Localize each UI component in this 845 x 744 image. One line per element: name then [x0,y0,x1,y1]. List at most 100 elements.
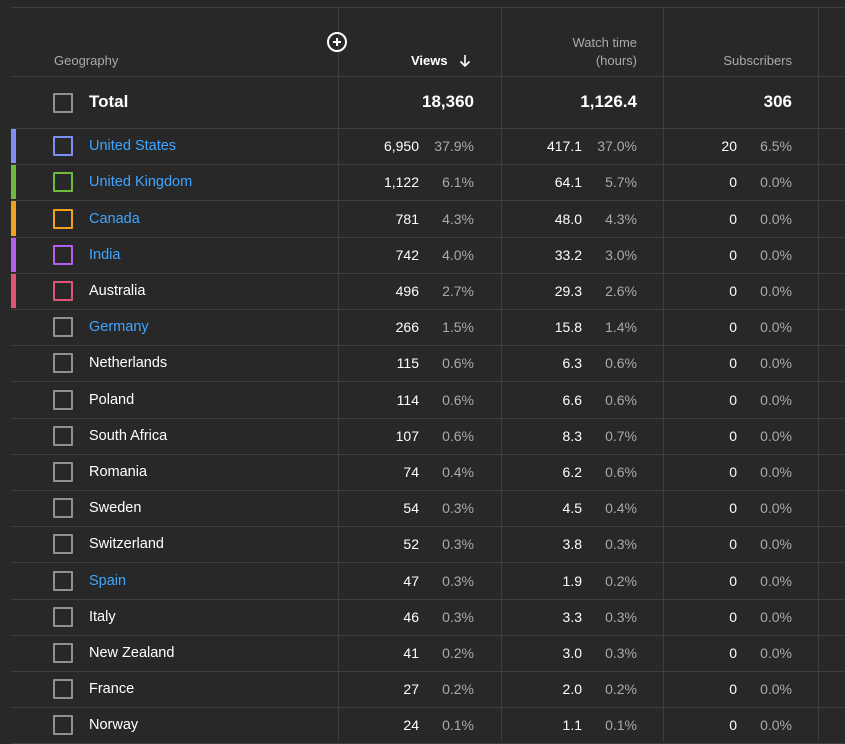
views-value: 496 [395,283,419,299]
subscribers-value: 0 [729,247,737,263]
views-percent: 4.0% [442,247,474,263]
watch-time-header[interactable]: Watch time [572,35,637,50]
country-name: Italy [89,609,116,625]
total-row: Total 18,360 1,126.4 306 [0,77,845,128]
subscribers-percent: 0.0% [760,319,792,335]
views-percent: 6.1% [442,174,474,190]
watch-time-header-unit[interactable]: (hours) [595,53,637,68]
row-checkbox[interactable] [53,643,73,663]
watch-time-value: 8.3 [562,428,582,444]
row-checkbox[interactable] [53,462,73,482]
country-name[interactable]: United States [89,138,177,154]
row-checkbox[interactable] [53,136,73,156]
subscribers-percent: 0.0% [760,355,792,371]
watch-time-value: 1.9 [562,573,582,589]
row-checkbox[interactable] [53,715,73,735]
table-row[interactable]: Switzerland 52 0.3% 3.8 0.3% 0 0.0% [0,526,845,562]
country-name: Australia [89,283,146,299]
series-color-bar [11,129,16,163]
table-row[interactable]: Sweden 54 0.3% 4.5 0.4% 0 0.0% [0,490,845,526]
row-checkbox[interactable] [53,534,73,554]
table-row[interactable]: Spain 47 0.3% 1.9 0.2% 0 0.0% [0,562,845,599]
row-checkbox[interactable] [53,607,73,627]
table-row[interactable]: Poland 114 0.6% 6.6 0.6% 0 0.0% [0,381,845,418]
country-name[interactable]: Spain [89,573,127,589]
subscribers-percent: 0.0% [760,500,792,516]
subscribers-percent: 0.0% [760,681,792,697]
watch-time-value: 64.1 [554,174,582,190]
country-name[interactable]: United Kingdom [89,174,193,190]
table-row[interactable]: Netherlands 115 0.6% 6.3 0.6% 0 0.0% [0,345,845,381]
country-name: Netherlands [89,355,168,371]
row-divider [11,454,845,455]
views-percent: 0.2% [442,681,474,697]
table-top-border [11,7,845,8]
subscribers-value: 0 [729,174,737,190]
row-checkbox[interactable] [53,426,73,446]
table-row[interactable]: Italy 46 0.3% 3.3 0.3% 0 0.0% [0,599,845,635]
row-divider [11,562,845,563]
subscribers-value: 0 [729,536,737,552]
row-checkbox[interactable] [53,172,73,192]
country-name: Romania [89,464,148,480]
country-name: Switzerland [89,536,164,552]
watch-time-percent: 0.2% [605,573,637,589]
watch-time-percent: 4.3% [605,211,637,227]
row-checkbox[interactable] [53,209,73,229]
subscribers-value: 0 [729,392,737,408]
total-checkbox[interactable] [53,93,73,113]
table-row[interactable]: New Zealand 41 0.2% 3.0 0.3% 0 0.0% [0,635,845,671]
views-percent: 0.6% [442,392,474,408]
sort-arrow-down-icon[interactable] [458,54,472,68]
watch-time-percent: 0.3% [605,536,637,552]
row-checkbox[interactable] [53,317,73,337]
table-row[interactable]: South Africa 107 0.6% 8.3 0.7% 0 0.0% [0,418,845,454]
watch-time-value: 15.8 [554,319,582,335]
subscribers-value: 0 [729,500,737,516]
row-checkbox[interactable] [53,353,73,373]
views-value: 24 [403,717,419,733]
watch-time-value: 48.0 [554,211,582,227]
watch-time-percent: 2.6% [605,283,637,299]
views-percent: 0.4% [442,464,474,480]
row-checkbox[interactable] [53,390,73,410]
row-divider [11,526,845,527]
table-row[interactable]: Australia 496 2.7% 29.3 2.6% 0 0.0% [0,273,845,309]
row-checkbox[interactable] [53,245,73,265]
table-row[interactable]: United States 6,950 37.9% 417.1 37.0% 20 6.5% [0,128,845,164]
subscribers-value: 0 [729,717,737,733]
country-name[interactable]: Germany [89,319,149,335]
table-row[interactable]: Norway 24 0.1% 1.1 0.1% 0 0.0% [0,707,845,743]
row-checkbox[interactable] [53,281,73,301]
subscribers-value: 0 [729,464,737,480]
table-row[interactable]: Germany 266 1.5% 15.8 1.4% 0 0.0% [0,309,845,345]
table-row[interactable]: France 27 0.2% 2.0 0.2% 0 0.0% [0,671,845,707]
table-row[interactable]: Canada 781 4.3% 48.0 4.3% 0 0.0% [0,200,845,237]
row-checkbox[interactable] [53,679,73,699]
watch-time-percent: 0.1% [605,717,637,733]
subscribers-header[interactable]: Subscribers [723,53,792,68]
watch-time-value: 3.0 [562,645,582,661]
country-name[interactable]: Canada [89,211,140,227]
row-checkbox[interactable] [53,571,73,591]
subscribers-percent: 0.0% [760,247,792,263]
views-value: 27 [403,681,419,697]
add-metric-icon[interactable] [327,32,347,52]
row-divider [11,381,845,382]
views-header[interactable]: Views [411,53,448,68]
row-divider [11,635,845,636]
row-checkbox[interactable] [53,498,73,518]
table-row[interactable]: Romania 74 0.4% 6.2 0.6% 0 0.0% [0,454,845,490]
header-divider [11,76,845,77]
table-row[interactable]: United Kingdom 1,122 6.1% 64.1 5.7% 0 0.0% [0,164,845,200]
subscribers-value: 0 [729,211,737,227]
subscribers-percent: 0.0% [760,392,792,408]
row-divider [11,599,845,600]
views-value: 52 [403,536,419,552]
column-divider [663,7,664,742]
table-row[interactable]: India 742 4.0% 33.2 3.0% 0 0.0% [0,237,845,273]
views-value: 781 [395,211,419,227]
views-percent: 1.5% [442,319,474,335]
country-name[interactable]: India [89,247,121,263]
watch-time-value: 1.1 [562,717,582,733]
